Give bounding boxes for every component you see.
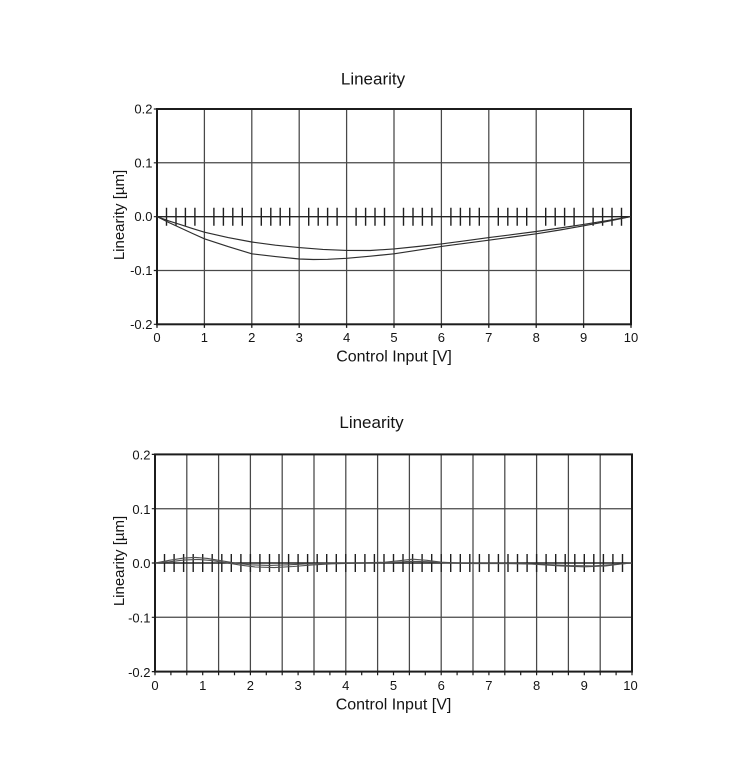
svg-text:8: 8 xyxy=(533,330,540,345)
svg-text:4: 4 xyxy=(343,330,350,345)
svg-text:Linearity: Linearity xyxy=(341,70,406,89)
svg-text:2: 2 xyxy=(248,330,255,345)
svg-text:6: 6 xyxy=(438,678,445,693)
svg-text:Linearity [µm]: Linearity [µm] xyxy=(111,516,128,606)
svg-text:10: 10 xyxy=(623,678,637,693)
svg-text:0: 0 xyxy=(151,678,158,693)
svg-text:5: 5 xyxy=(390,678,397,693)
svg-text:8: 8 xyxy=(533,678,540,693)
svg-text:0.0: 0.0 xyxy=(134,209,152,224)
svg-text:0.1: 0.1 xyxy=(132,502,150,517)
svg-text:3: 3 xyxy=(296,330,303,345)
svg-text:Linearity: Linearity xyxy=(339,413,404,432)
svg-text:Control Input [V]: Control Input [V] xyxy=(336,349,452,366)
svg-text:1: 1 xyxy=(199,678,206,693)
svg-text:-0.2: -0.2 xyxy=(128,665,150,680)
svg-text:0.0: 0.0 xyxy=(132,556,150,571)
svg-text:9: 9 xyxy=(581,678,588,693)
svg-text:-0.1: -0.1 xyxy=(130,263,152,278)
svg-text:10: 10 xyxy=(624,330,638,345)
svg-text:0.2: 0.2 xyxy=(132,448,150,463)
svg-text:Control Input [V]: Control Input [V] xyxy=(336,697,452,714)
svg-text:0.1: 0.1 xyxy=(134,155,152,170)
svg-text:1: 1 xyxy=(201,330,208,345)
svg-text:9: 9 xyxy=(580,330,587,345)
svg-text:4: 4 xyxy=(342,678,349,693)
svg-text:-0.1: -0.1 xyxy=(128,611,150,626)
svg-text:7: 7 xyxy=(485,330,492,345)
svg-text:2: 2 xyxy=(247,678,254,693)
svg-text:6: 6 xyxy=(438,330,445,345)
svg-text:3: 3 xyxy=(294,678,301,693)
svg-text:Linearity [µm]: Linearity [µm] xyxy=(111,170,128,260)
svg-text:-0.2: -0.2 xyxy=(130,317,152,332)
svg-text:0.2: 0.2 xyxy=(134,102,152,117)
svg-text:5: 5 xyxy=(390,330,397,345)
svg-text:7: 7 xyxy=(485,678,492,693)
svg-text:0: 0 xyxy=(153,330,160,345)
